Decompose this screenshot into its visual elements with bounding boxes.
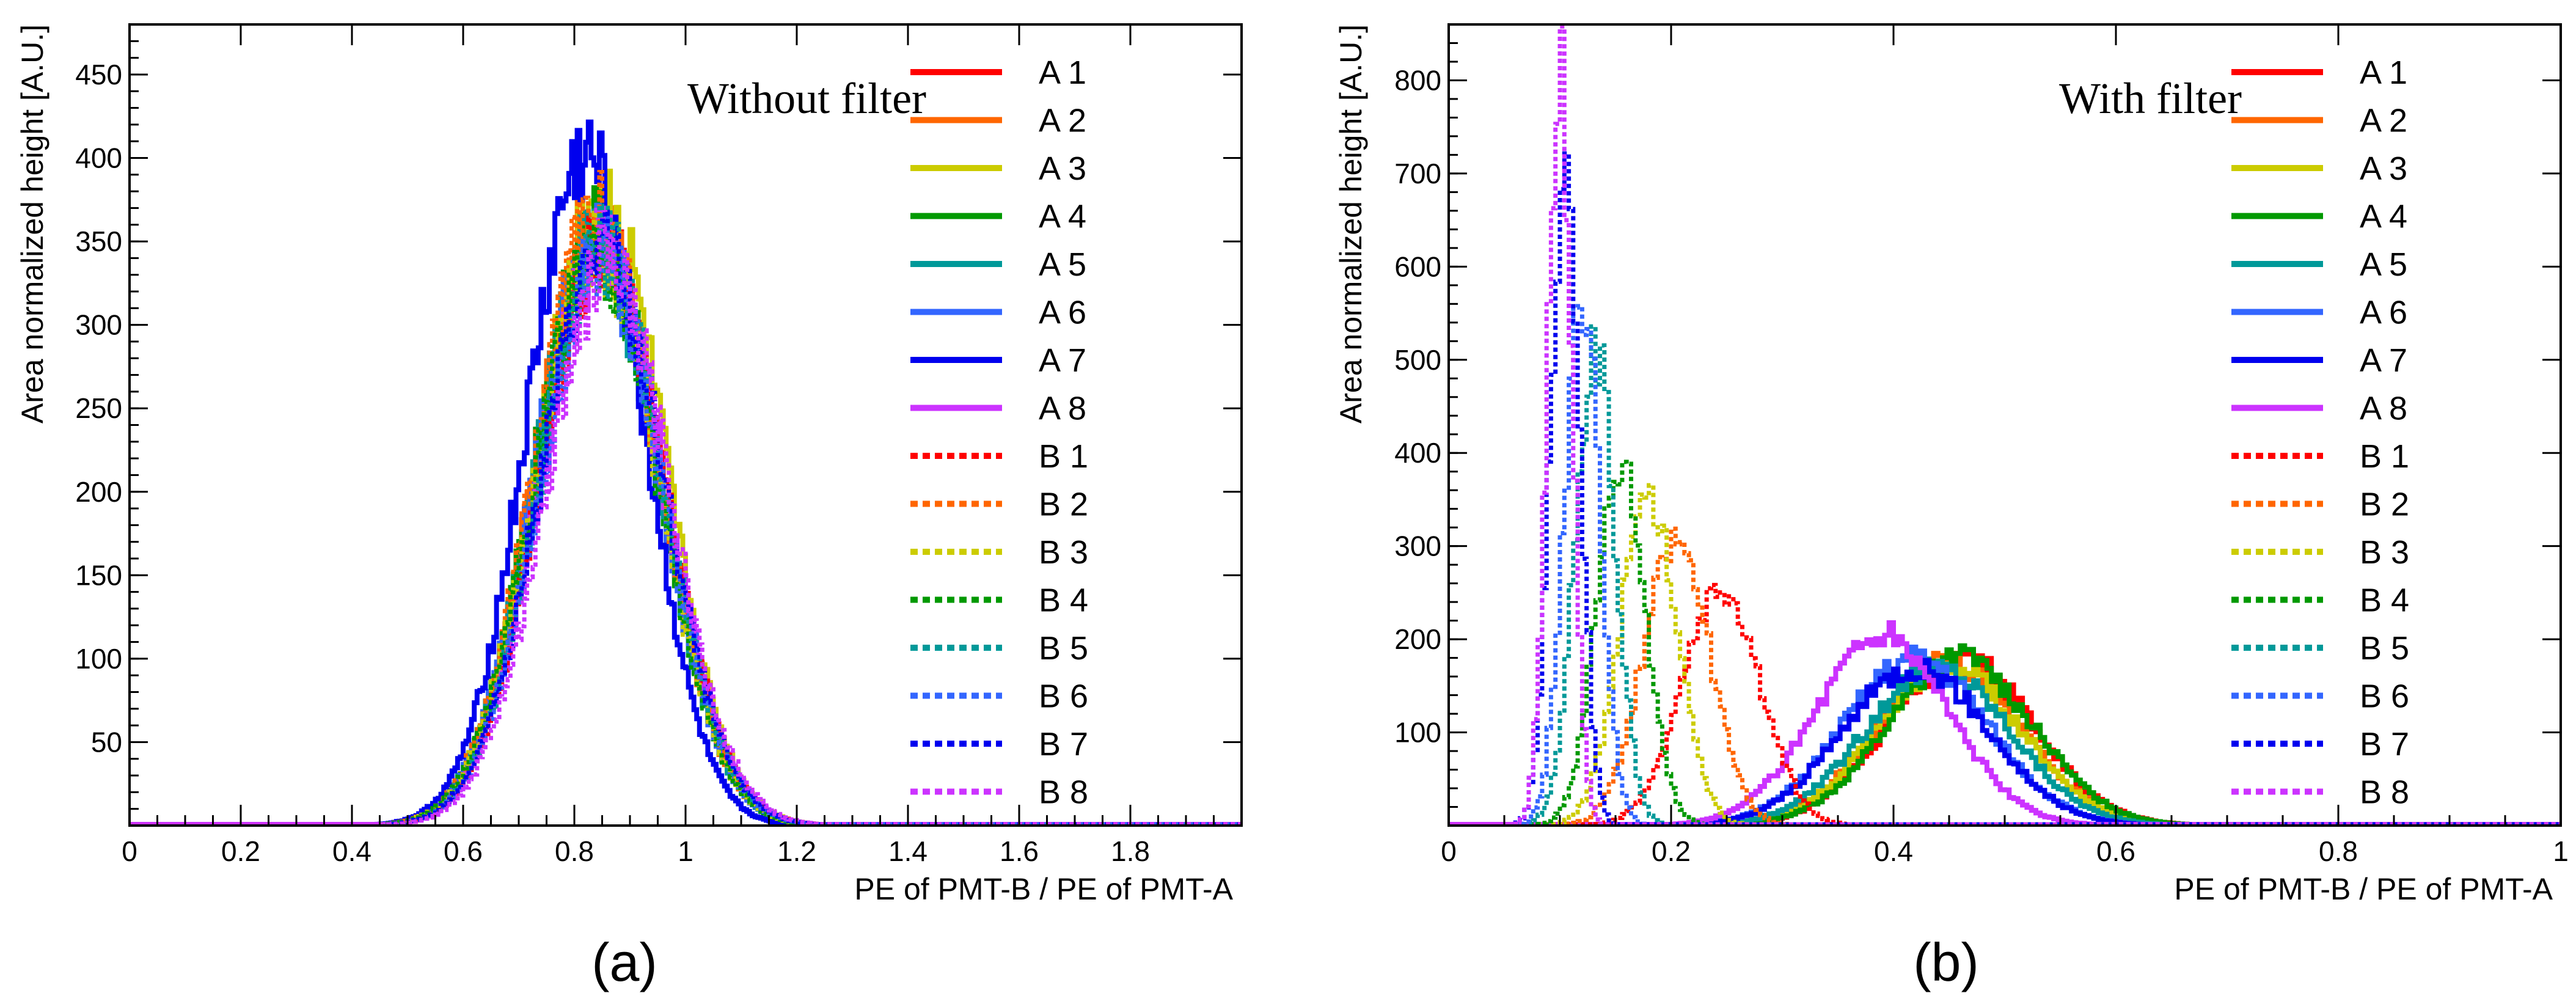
y-tick-label: 600 [1394, 251, 1441, 282]
y-tick-label: 200 [1394, 623, 1441, 655]
legend-label: A 3 [2360, 150, 2407, 187]
panel-a-caption: (a) [591, 932, 657, 992]
y-tick-label: 250 [75, 392, 122, 424]
legend-label: B 6 [1039, 678, 1088, 715]
y-tick-label: 800 [1394, 64, 1441, 96]
y-tick-label: 200 [75, 476, 122, 508]
legend-label: B 2 [1039, 486, 1088, 523]
legend-label: A 6 [2360, 295, 2407, 331]
panel-a-histogram: 50 100 150 200 250 300 350 400 450 0 0.2 0.4 0.6 0.8… [15, 23, 1243, 992]
x-tick-label: 0.8 [2319, 835, 2358, 867]
panel-a-x-axis: 0 0.2 0.4 0.6 0.8 1 1.2 1.4 1.6 1.8 [122, 24, 1215, 867]
legend-label: B 7 [1039, 726, 1088, 763]
panel-b-caption: (b) [1913, 932, 1979, 992]
y-tick-label: 300 [75, 309, 122, 341]
panel-b-x-axis-title: PE of PMT-B / PE of PMT-A [2174, 872, 2553, 906]
x-tick-label: 0.4 [332, 835, 371, 867]
y-tick-label: 500 [1394, 344, 1441, 376]
y-tick-label: 450 [75, 59, 122, 90]
y-tick-label: 100 [1394, 717, 1441, 749]
y-tick-label: 700 [1394, 158, 1441, 189]
legend-label: B 1 [1039, 438, 1088, 475]
legend-label: B 8 [1039, 774, 1088, 811]
legend-label: B 5 [1039, 630, 1088, 667]
panel-b-legend: A 1 A 2 A 3 A 4 A 5 A 6 A 7 A 8 B 1 B 2 B 3 B 4 B 5 B… [2231, 54, 2409, 811]
x-tick-label: 1 [2553, 835, 2569, 867]
panel-b-y-axis-title: Area normalized height [A.U.] [1334, 24, 1368, 423]
legend-label: B 2 [2360, 486, 2409, 523]
legend-label: A 4 [2360, 199, 2407, 235]
legend-label: A 5 [2360, 246, 2407, 283]
legend-label: B 6 [2360, 678, 2409, 715]
x-tick-label: 1 [678, 835, 693, 867]
legend-label: A 8 [2360, 390, 2407, 427]
x-tick-label: 1.4 [888, 835, 928, 867]
x-tick-label: 1.6 [1000, 835, 1039, 867]
legend-label: A 8 [1039, 390, 1086, 427]
legend-label: B 3 [1039, 534, 1088, 571]
x-tick-label: 0.6 [444, 835, 483, 867]
x-tick-label: 0.8 [555, 835, 594, 867]
panel-b-title: With filter [2059, 74, 2242, 123]
x-tick-label: 0.2 [221, 835, 260, 867]
panel-a-y-axis: 50 100 150 200 250 300 350 400 450 [75, 40, 1242, 810]
legend-label: B 1 [2360, 438, 2409, 475]
panel-a-x-axis-title: PE of PMT-B / PE of PMT-A [854, 872, 1233, 906]
x-tick-label: 0 [1441, 835, 1457, 867]
y-tick-label: 100 [75, 643, 122, 675]
legend-label: B 3 [2360, 534, 2409, 571]
legend-label: B 4 [1039, 582, 1088, 619]
legend-label: B 4 [2360, 582, 2409, 619]
panel-a-title: Without filter [687, 74, 926, 123]
y-tick-label: 150 [75, 559, 122, 591]
legend-label: A 3 [1039, 150, 1086, 187]
legend-label: A 7 [2360, 342, 2407, 379]
panel-a-y-axis-title: Area normalized height [A.U.] [15, 24, 49, 423]
panel-b-y-axis: 100 200 300 400 500 600 700 800 [1394, 42, 2561, 808]
x-tick-label: 1.8 [1111, 835, 1150, 867]
legend-label: A 2 [2360, 103, 2407, 139]
x-tick-label: 0.4 [1874, 835, 1913, 867]
y-tick-label: 350 [75, 225, 122, 257]
y-tick-label: 300 [1394, 530, 1441, 562]
panel-b-x-axis: 0 0.2 0.4 0.6 0.8 1 [1441, 24, 2569, 867]
x-tick-label: 1.2 [777, 835, 816, 867]
legend-label: A 5 [1039, 246, 1086, 283]
legend-label: A 7 [1039, 342, 1086, 379]
legend-label: B 7 [2360, 726, 2409, 763]
legend-label: A 4 [1039, 199, 1086, 235]
legend-label: B 5 [2360, 630, 2409, 667]
y-tick-label: 400 [1394, 437, 1441, 469]
legend-label: A 2 [1039, 103, 1086, 139]
panel-a-legend: A 1 A 2 A 3 A 4 A 5 A 6 A 7 A 8 B 1 B 2 B 3 B 4 B 5 B… [910, 54, 1088, 811]
x-tick-label: 0.6 [2096, 835, 2135, 867]
x-tick-label: 0 [122, 835, 137, 867]
legend-label: A 1 [2360, 54, 2407, 91]
legend-label: B 8 [2360, 774, 2409, 811]
legend-label: A 6 [1039, 295, 1086, 331]
x-tick-label: 0.2 [1652, 835, 1691, 867]
y-tick-label: 50 [91, 726, 122, 758]
y-tick-label: 400 [75, 142, 122, 174]
legend-label: A 1 [1039, 54, 1086, 91]
